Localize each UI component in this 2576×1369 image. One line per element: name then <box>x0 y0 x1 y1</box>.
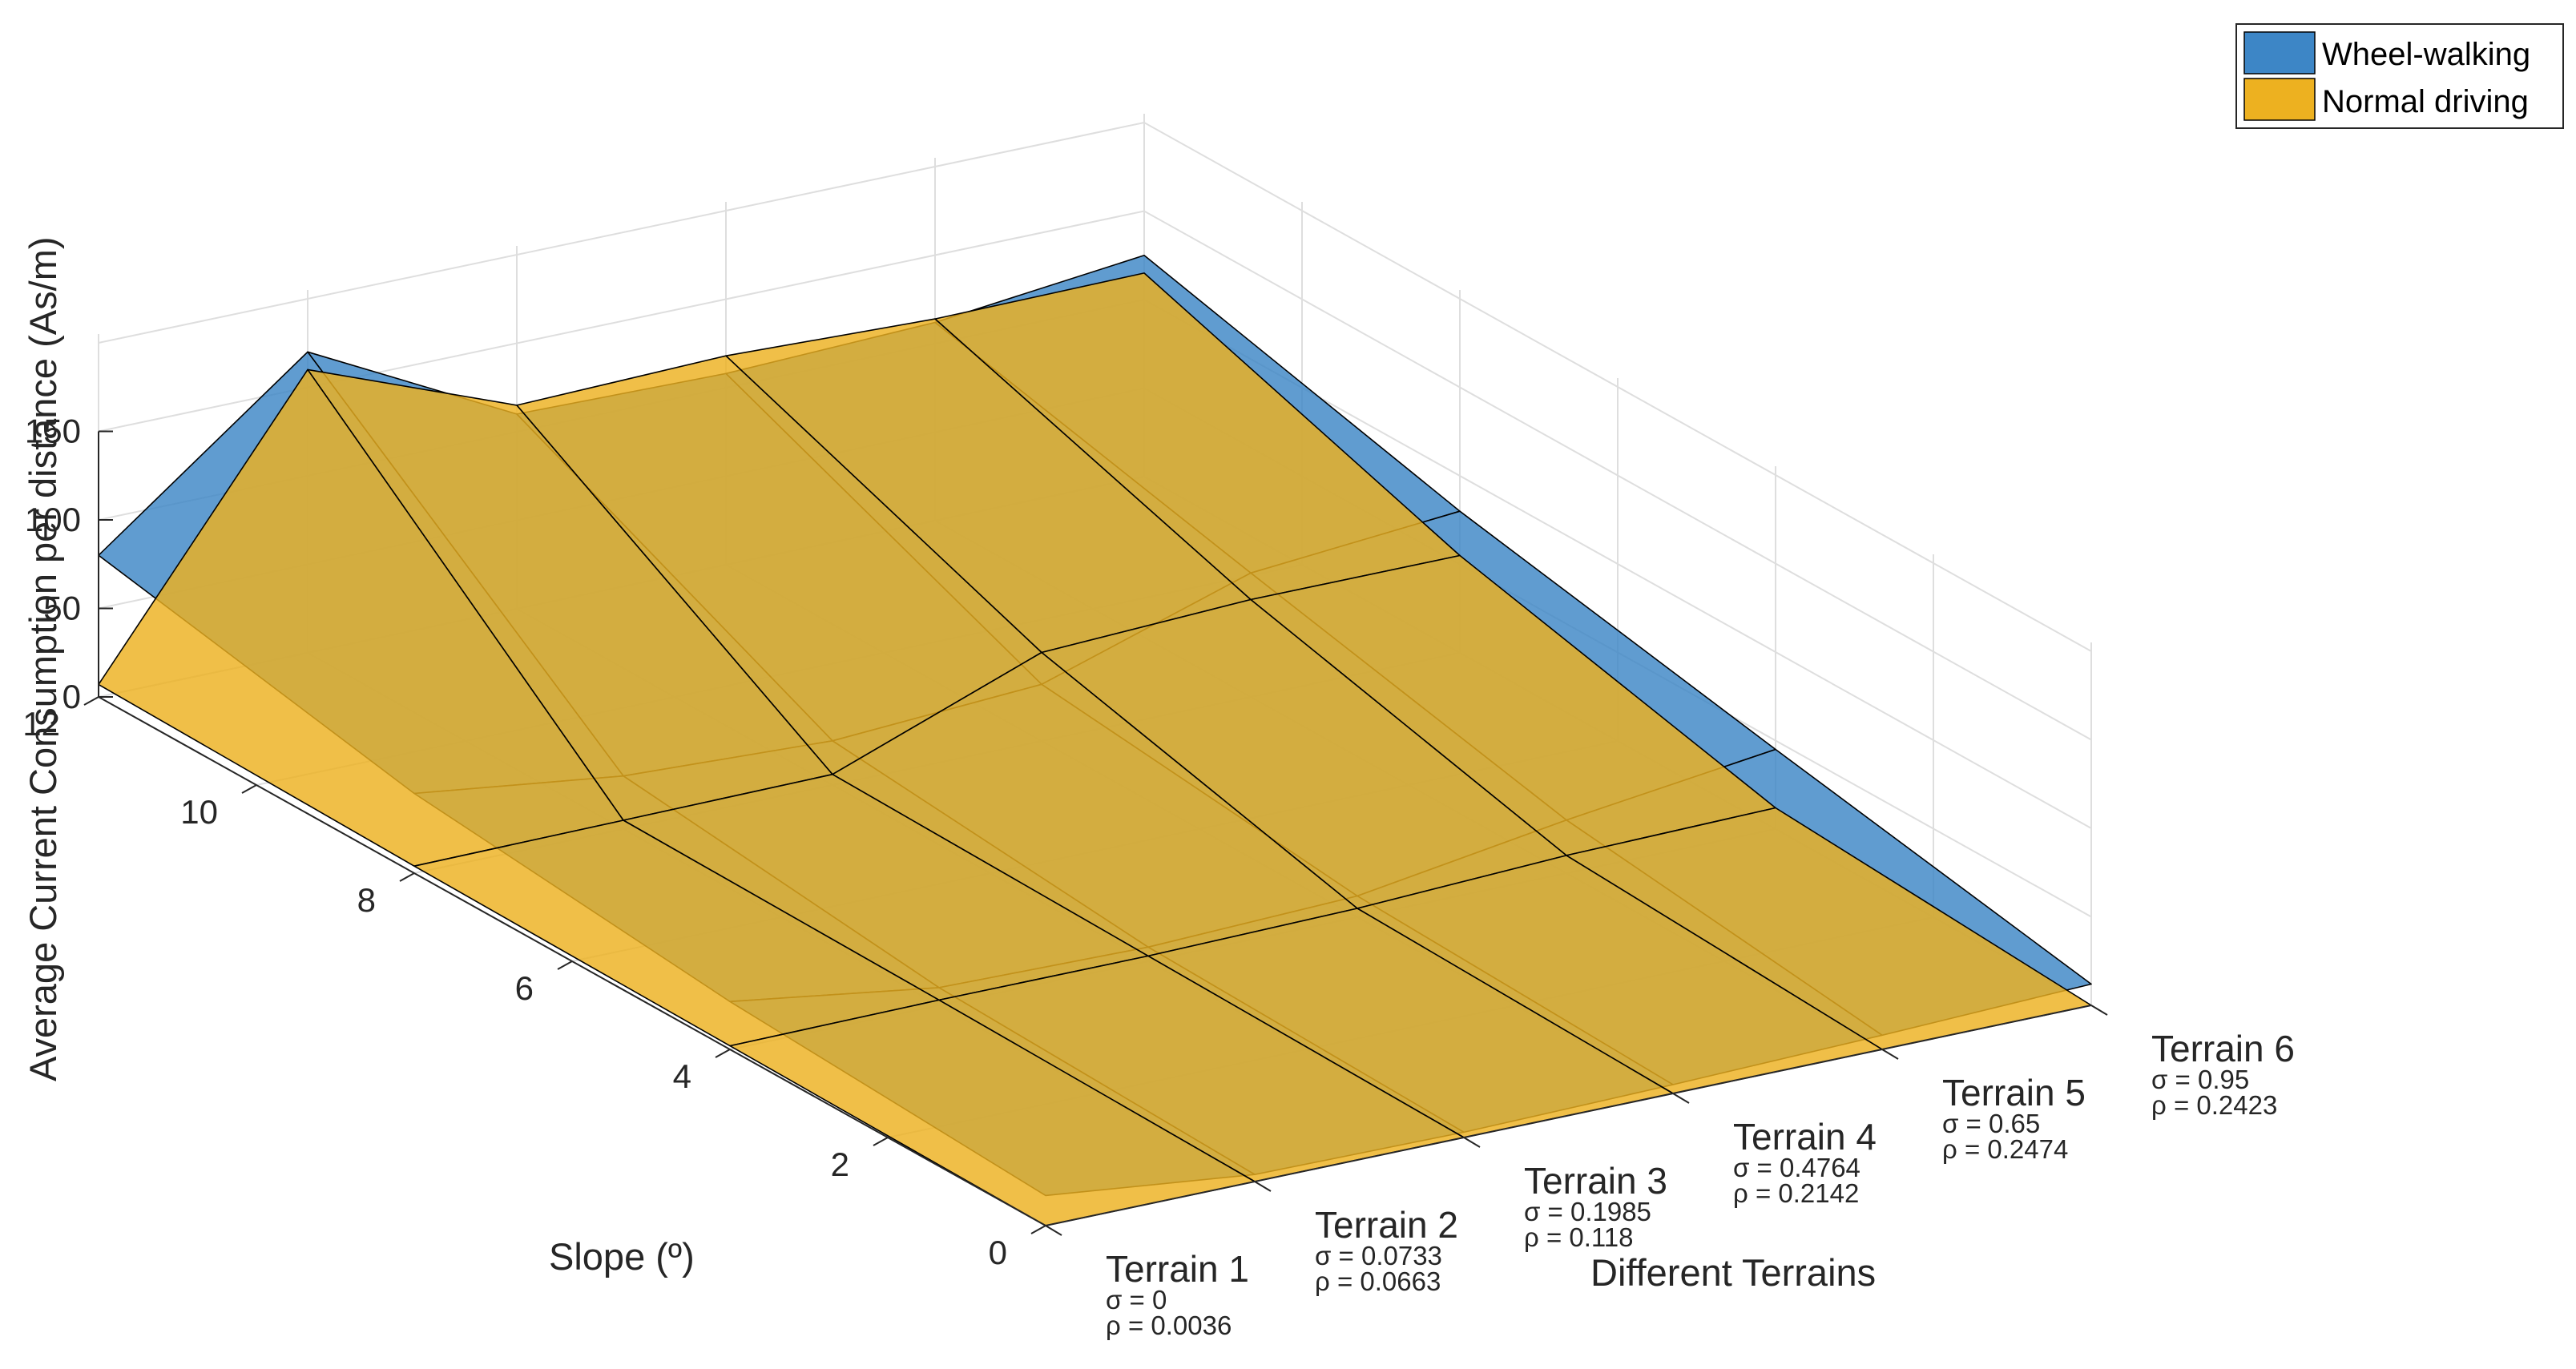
slope-tick-label: 6 <box>515 969 534 1007</box>
terrain-sigma-label: σ = 0 <box>1106 1285 1167 1315</box>
slope-tick-label: 10 <box>180 793 218 831</box>
z-axis-label: Average Current Consumption per distance… <box>22 237 64 1082</box>
tick-layer: 0 50 100 150 0 2 4 6 8 10 12 Terrain 1σ = 0ρ = 0.00… <box>22 413 2295 1341</box>
terrain-rho-label: ρ = 0.118 <box>1524 1222 1634 1252</box>
terrain-tick-5: Terrain 5σ = 0.65ρ = 0.2474 <box>1942 1072 2086 1164</box>
slope-tick-label: 12 <box>22 705 60 743</box>
terrain-name-label: Terrain 5 <box>1942 1072 2086 1113</box>
surface-layer <box>98 254 2092 1226</box>
terrain-name-label: Terrain 3 <box>1524 1160 1667 1202</box>
terrain-sigma-label: σ = 0.0733 <box>1315 1241 1442 1270</box>
legend-label-wheel-walking: Wheel-walking <box>2322 37 2530 72</box>
terrain-sigma-label: σ = 0.65 <box>1942 1109 2040 1138</box>
terrain-rho-label: ρ = 0.2142 <box>1733 1178 1859 1208</box>
terrain-sigma-label: σ = 0.95 <box>2151 1065 2249 1094</box>
terrain-sigma-label: σ = 0.1985 <box>1524 1197 1651 1226</box>
slope-tick-label: 0 <box>989 1234 1007 1271</box>
slope-tick-label: 2 <box>831 1146 849 1183</box>
terrain-axis-label: Different Terrains <box>1590 1251 1876 1294</box>
terrain-tick-1: Terrain 1σ = 0ρ = 0.0036 <box>1106 1248 1249 1340</box>
terrain-name-label: Terrain 4 <box>1733 1116 1877 1158</box>
slope-tick-label: 8 <box>357 881 376 919</box>
terrain-tick-6: Terrain 6σ = 0.95ρ = 0.2423 <box>2151 1028 2295 1120</box>
z-tick-label: 150 <box>25 413 81 450</box>
terrain-rho-label: ρ = 0.2423 <box>2151 1090 2277 1120</box>
terrain-rho-label: ρ = 0.2474 <box>1942 1134 2068 1164</box>
surface-normal-driving <box>98 272 2092 1226</box>
terrain-sigma-label: σ = 0.4764 <box>1733 1153 1860 1182</box>
z-tick-label: 100 <box>25 501 81 538</box>
terrain-name-label: Terrain 2 <box>1315 1204 1458 1246</box>
slope-tick-label: 4 <box>673 1057 691 1095</box>
z-tick-label: 0 <box>62 678 81 715</box>
legend-label-normal-driving: Normal driving <box>2322 84 2529 119</box>
slope-axis-label: Slope (º) <box>549 1235 695 1278</box>
terrain-rho-label: ρ = 0.0036 <box>1106 1311 1232 1340</box>
z-tick-label: 50 <box>43 590 81 627</box>
legend-swatch-normal-driving <box>2243 78 2316 121</box>
terrain-name-label: Terrain 6 <box>2151 1028 2295 1069</box>
legend: Wheel-walking Normal driving <box>2235 23 2564 129</box>
terrain-rho-label: ρ = 0.0663 <box>1315 1266 1441 1296</box>
legend-swatch-wheel-walking <box>2243 31 2316 74</box>
terrain-name-label: Terrain 1 <box>1106 1248 1249 1290</box>
